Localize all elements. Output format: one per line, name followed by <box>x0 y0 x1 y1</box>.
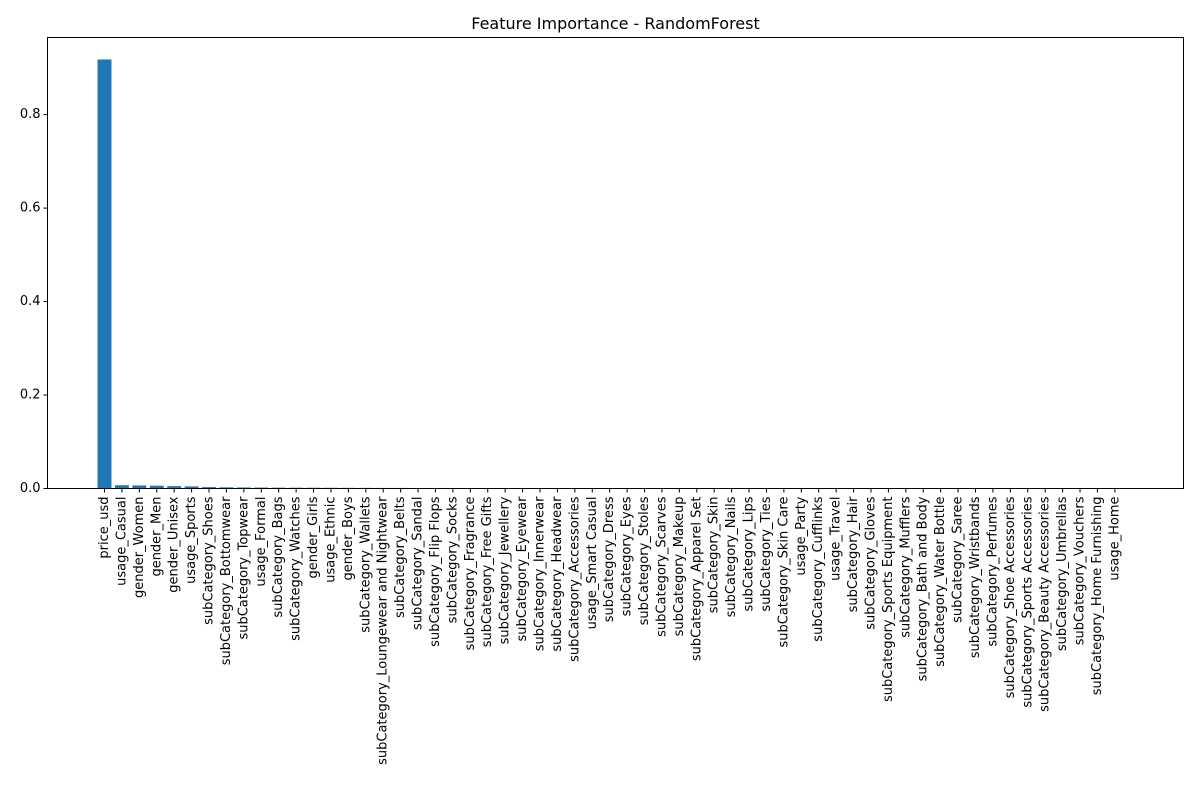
x-tick-label: subCategory_Mufflers <box>898 496 913 638</box>
x-tick-label: subCategory_Topwear <box>236 496 251 640</box>
x-tick-label: subCategory_Beauty Accessories <box>1038 496 1053 712</box>
x-tick-label: subCategory_Vouchers <box>1073 496 1088 645</box>
x-tick-label: usage_Ethnic <box>323 497 338 583</box>
x-tick-label: subCategory_Eyewear <box>515 496 530 642</box>
x-tick-label: gender_Girls <box>306 496 321 578</box>
x-tick-label: usage_Sports <box>184 496 199 584</box>
x-tick-label: gender_Unisex <box>167 496 182 592</box>
x-tick-label: subCategory_Cufflinks <box>811 496 826 641</box>
bars-group <box>97 59 809 489</box>
x-tick-label: price_usd <box>97 497 112 559</box>
x-tick-label: gender_Boys <box>341 496 356 580</box>
x-tick-label: usage_Smart Casual <box>585 497 600 630</box>
bar-7 <box>219 487 234 489</box>
bar-3 <box>149 485 164 489</box>
bar-2 <box>132 485 147 489</box>
x-tick-label: usage_Formal <box>254 497 269 587</box>
x-tick-label: subCategory_Innerwear <box>533 496 548 651</box>
x-tick-label: subCategory_Fragrance <box>463 496 478 650</box>
x-tick-label: subCategory_Flip Flops <box>428 496 443 647</box>
y-tick-label: 0.6 <box>20 201 41 216</box>
x-tick-label: subCategory_Scarves <box>654 496 669 637</box>
y-axis: 0.0 0.2 0.4 0.6 0.8 <box>20 107 48 496</box>
x-tick-label: subCategory_Perfumes <box>985 496 1000 646</box>
x-tick-label: subCategory_Loungewear and Nightwear <box>376 496 391 765</box>
x-tick-label: subCategory_Sandal <box>411 497 426 630</box>
x-tick-label: subCategory_Makeup <box>672 497 687 637</box>
x-tick-label: subCategory_Jewellery <box>498 496 513 644</box>
x-tick-label: subCategory_Belts <box>393 496 408 618</box>
bar-4 <box>167 486 182 489</box>
x-tick-label: subCategory_Stoles <box>637 496 652 625</box>
x-tick-label: subCategory_Sports Accessories <box>1020 496 1035 707</box>
x-tick-label: gender_Women <box>132 497 147 599</box>
x-tick-label: subCategory_Lips <box>742 496 757 611</box>
x-tick-label: usage_Travel <box>829 497 844 581</box>
x-tick-label: subCategory_Bags <box>271 496 286 617</box>
x-tick-label: subCategory_Sports Equipment <box>881 497 896 703</box>
y-tick-label: 0.8 <box>20 107 41 122</box>
x-tick-label: subCategory_Eyes <box>620 496 635 616</box>
x-tick-label: usage_Casual <box>114 497 129 586</box>
x-tick-label: subCategory_Skin <box>707 497 722 614</box>
x-tick-label: subCategory_Skin Care <box>776 497 791 648</box>
x-tick-label: subCategory_Watches <box>289 496 304 641</box>
y-tick-label: 0.4 <box>20 294 41 309</box>
x-tick-label: subCategory_Umbrellas <box>1055 496 1070 651</box>
x-tick-label: subCategory_Hair <box>846 496 861 613</box>
x-tick-label: subCategory_Shoe Accessories <box>1003 496 1018 698</box>
bar-8 <box>236 487 251 489</box>
x-tick-label: subCategory_Socks <box>445 496 460 623</box>
chart-title: Feature Importance - RandomForest <box>471 14 760 33</box>
x-axis: price_usd usage_Casual gender_Women gender_… <box>97 488 1122 765</box>
plot-frame <box>47 37 1184 489</box>
x-tick-label: usage_Home <box>1107 497 1122 581</box>
x-tick-label: subCategory_Dress <box>602 496 617 622</box>
x-tick-label: subCategory_Accessories <box>567 496 582 662</box>
x-tick-label: subCategory_Gloves <box>863 496 878 629</box>
x-tick-label: subCategory_Home Furnishing <box>1090 497 1105 696</box>
x-tick-label: subCategory_Headwear <box>550 496 565 652</box>
x-tick-label: usage_Party <box>794 496 809 575</box>
x-tick-label: subCategory_Saree <box>951 497 966 623</box>
x-tick-label: subCategory_Bath and Body <box>916 496 931 681</box>
bar-6 <box>202 487 216 489</box>
x-tick-label: subCategory_Water Bottle <box>933 496 948 666</box>
x-tick-label: subCategory_Wallets <box>358 496 373 632</box>
x-tick-label: subCategory_Shoes <box>202 496 217 625</box>
bar-1 <box>114 485 129 489</box>
bar-5 <box>184 486 199 489</box>
x-tick-label: subCategory_Ties <box>759 496 774 611</box>
x-tick-label: subCategory_Wristbands <box>968 496 983 658</box>
y-tick-label: 0.0 <box>20 481 41 496</box>
x-tick-label: subCategory_Apparel Set <box>689 497 704 662</box>
x-tick-label: subCategory_Bottomwear <box>219 496 234 665</box>
x-tick-label: subCategory_Free Gifts <box>480 496 495 647</box>
x-tick-label: gender_Men <box>149 497 164 577</box>
y-tick-label: 0.2 <box>20 388 41 403</box>
x-tick-label: subCategory_Nails <box>724 496 739 617</box>
bar-0 <box>97 59 112 489</box>
